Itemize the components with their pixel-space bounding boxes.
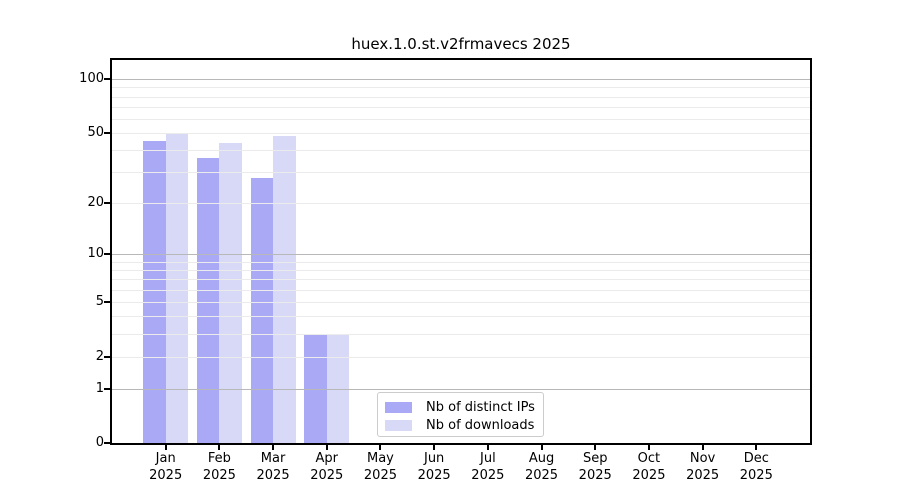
x-axis-tick-apr	[325, 445, 328, 450]
gridline-minor-7	[112, 279, 810, 281]
bar-distinct-ips-apr	[304, 333, 327, 443]
y-axis-tick-20	[104, 202, 110, 205]
legend-item-distinct-ips: Nb of distinct IPs	[385, 398, 543, 416]
gridline-major-10	[112, 254, 810, 256]
gridline-minor-90	[112, 87, 810, 89]
y-axis-label-1: 1	[95, 380, 104, 396]
legend-swatch-downloads	[385, 419, 412, 431]
bar-distinct-ips-feb	[196, 158, 220, 443]
x-axis-label-oct: Oct 2025	[632, 451, 666, 483]
y-axis-label-20: 20	[87, 195, 104, 211]
x-axis-tick-jan	[164, 445, 167, 450]
x-axis-label-feb: Feb 2025	[202, 451, 236, 483]
gridline-major-1	[112, 388, 810, 390]
x-axis-label-jan: Jan 2025	[149, 451, 183, 483]
y-axis-tick-1	[104, 387, 110, 390]
legend-item-downloads: Nb of downloads	[385, 416, 543, 434]
x-axis-tick-nov	[701, 445, 704, 450]
x-axis-tick-mar	[272, 445, 275, 450]
y-axis-label-5: 5	[95, 293, 104, 309]
gridline-minor-80	[112, 96, 810, 98]
y-axis-tick-2	[104, 355, 110, 358]
gridline-minor-20	[112, 203, 810, 205]
chart-title: huex.1.0.st.v2frmavecs 2025	[351, 35, 571, 53]
gridline-minor-2	[112, 356, 810, 358]
bar-downloads-apr	[326, 333, 350, 443]
gridline-minor-40	[112, 150, 810, 152]
gridline-minor-3	[112, 333, 810, 335]
legend: Nb of distinct IPs Nb of downloads	[377, 392, 544, 437]
y-axis-label-10: 10	[87, 246, 104, 262]
x-axis-tick-jul	[486, 445, 489, 450]
gridline-minor-60	[112, 118, 810, 120]
y-axis-label-0: 0	[95, 435, 104, 451]
gridline-minor-50	[112, 133, 810, 135]
bar-downloads-mar	[273, 136, 296, 443]
gridline-minor-70	[112, 106, 810, 108]
x-axis-label-jun: Jun 2025	[417, 451, 451, 483]
x-axis-label-sep: Sep 2025	[578, 451, 612, 483]
x-axis-label-jul: Jul 2025	[471, 451, 505, 483]
bar-distinct-ips-jan	[143, 141, 166, 443]
bar-downloads-feb	[219, 142, 242, 443]
gridline-minor-30	[112, 172, 810, 174]
y-axis-label-2: 2	[95, 348, 104, 364]
legend-label-downloads: Nb of downloads	[426, 417, 535, 433]
legend-label-distinct-ips: Nb of distinct IPs	[426, 399, 535, 415]
gridline-minor-6	[112, 289, 810, 291]
gridline-major-100	[112, 79, 810, 81]
x-axis-label-dec: Dec 2025	[739, 451, 773, 483]
y-axis-tick-100	[104, 78, 110, 81]
y-axis-tick-0	[104, 442, 110, 445]
x-axis-label-nov: Nov 2025	[686, 451, 720, 483]
x-axis-tick-aug	[540, 445, 543, 450]
x-axis-tick-feb	[218, 445, 221, 450]
y-axis-tick-10	[104, 253, 110, 256]
x-axis-tick-sep	[594, 445, 597, 450]
y-axis-tick-5	[104, 300, 110, 303]
plot-area: Nb of distinct IPs Nb of downloads	[110, 58, 812, 445]
x-axis-tick-oct	[647, 445, 650, 450]
y-axis-label-100: 100	[79, 71, 104, 87]
gridline-minor-9	[112, 261, 810, 263]
gridline-minor-5	[112, 301, 810, 303]
bar-distinct-ips-mar	[250, 177, 274, 443]
x-axis-label-apr: Apr 2025	[310, 451, 344, 483]
x-axis-tick-may	[379, 445, 382, 450]
x-axis-label-mar: Mar 2025	[256, 451, 290, 483]
gridline-minor-8	[112, 269, 810, 271]
x-axis-tick-jun	[433, 445, 436, 450]
x-axis-label-may: May 2025	[363, 451, 397, 483]
x-axis-tick-dec	[755, 445, 758, 450]
legend-swatch-distinct-ips	[385, 401, 412, 413]
y-axis-label-50: 50	[87, 125, 104, 141]
gridline-minor-4	[112, 316, 810, 318]
bar-downloads-jan	[165, 133, 189, 443]
x-axis-label-aug: Aug 2025	[524, 451, 559, 483]
y-axis-tick-50	[104, 132, 110, 135]
